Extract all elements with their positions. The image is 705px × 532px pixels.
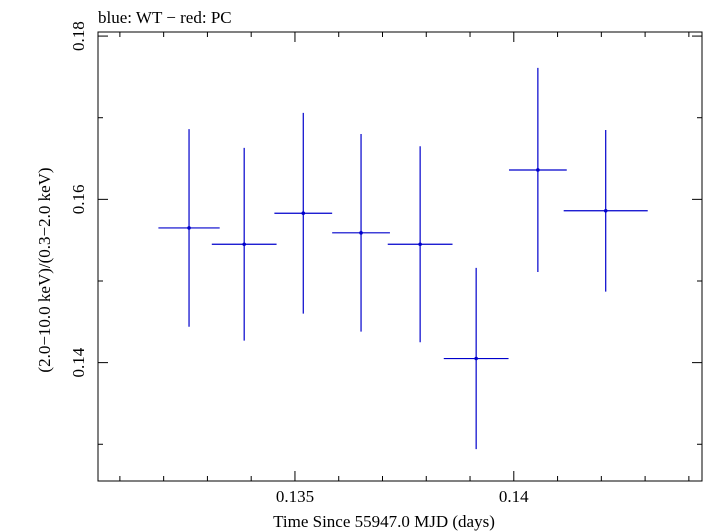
point-marker [536, 168, 540, 172]
x-axis-ticks: 0.135 0.14 [119, 32, 690, 506]
point-marker [418, 242, 422, 247]
chart-title: blue: WT − red: PC [98, 8, 232, 27]
y-axis-label: (2.0−10.0 keV)/(0.3−2.0 keV) [35, 167, 54, 372]
data-point [563, 129, 648, 292]
data-points [158, 67, 648, 450]
y-tick-label: 0.16 [69, 184, 88, 214]
point-marker [603, 208, 608, 213]
data-point [443, 267, 509, 450]
y-axis-ticks: 0.14 0.16 0.18 [69, 21, 702, 445]
x-axis-label: Time Since 55947.0 MJD (days) [273, 512, 495, 531]
x-tick-label: 0.135 [276, 487, 314, 506]
point-marker [359, 231, 363, 235]
data-point [508, 67, 567, 273]
point-marker [242, 242, 246, 247]
x-tick-label: 0.14 [499, 487, 529, 506]
data-point [158, 129, 220, 327]
point-marker [474, 356, 478, 361]
point-marker [301, 211, 306, 216]
y-tick-label: 0.14 [69, 347, 88, 377]
data-point [332, 134, 390, 332]
data-point [274, 112, 333, 314]
y-tick-label: 0.18 [69, 21, 88, 51]
data-point [211, 147, 277, 341]
plot-frame [97, 31, 703, 482]
point-marker [187, 226, 191, 230]
data-point [387, 146, 453, 343]
